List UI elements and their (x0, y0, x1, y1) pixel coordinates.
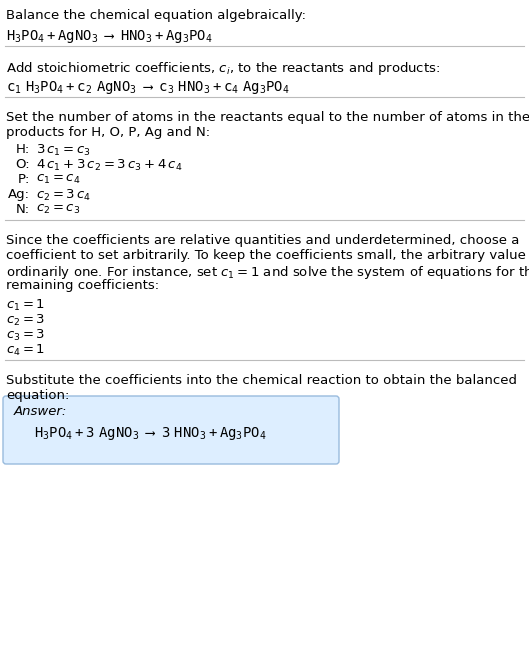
Text: Since the coefficients are relative quantities and underdetermined, choose a: Since the coefficients are relative quan… (6, 234, 519, 247)
Text: $c_2 = 3$: $c_2 = 3$ (6, 313, 45, 328)
Text: $c_2 = c_3$: $c_2 = c_3$ (36, 203, 80, 216)
Text: Add stoichiometric coefficients, $c_i$, to the reactants and products:: Add stoichiometric coefficients, $c_i$, … (6, 60, 440, 77)
Text: $\mathregular{H_3PO_4 + AgNO_3 \ \longrightarrow \ HNO_3 + Ag_3PO_4}$: $\mathregular{H_3PO_4 + AgNO_3 \ \longri… (6, 28, 213, 45)
Text: $c_1 = 1$: $c_1 = 1$ (6, 298, 45, 313)
Text: $3\,c_1 = c_3$: $3\,c_1 = c_3$ (36, 143, 91, 158)
Text: Set the number of atoms in the reactants equal to the number of atoms in the: Set the number of atoms in the reactants… (6, 111, 529, 124)
Text: $\mathregular{H_3PO_4 + 3\ AgNO_3 \ \longrightarrow \ 3\ HNO_3 + Ag_3PO_4}$: $\mathregular{H_3PO_4 + 3\ AgNO_3 \ \lon… (34, 425, 267, 442)
Text: $\mathregular{c_1\ H_3PO_4 + c_2\ AgNO_3 \ \longrightarrow \ c_3\ HNO_3 + c_4\ A: $\mathregular{c_1\ H_3PO_4 + c_2\ AgNO_3… (6, 79, 290, 96)
Text: $c_3 = 3$: $c_3 = 3$ (6, 328, 45, 343)
Text: equation:: equation: (6, 389, 69, 402)
Text: Balance the chemical equation algebraically:: Balance the chemical equation algebraica… (6, 9, 306, 22)
Text: Answer:: Answer: (14, 405, 67, 418)
Text: Substitute the coefficients into the chemical reaction to obtain the balanced: Substitute the coefficients into the che… (6, 374, 517, 387)
Text: Ag:: Ag: (8, 188, 30, 201)
Text: ordinarily one. For instance, set $c_1 = 1$ and solve the system of equations fo: ordinarily one. For instance, set $c_1 =… (6, 264, 529, 281)
Text: H:: H: (16, 143, 30, 156)
FancyBboxPatch shape (3, 396, 339, 464)
Text: coefficient to set arbitrarily. To keep the coefficients small, the arbitrary va: coefficient to set arbitrarily. To keep … (6, 249, 529, 262)
Text: O:: O: (15, 158, 30, 171)
Text: products for H, O, P, Ag and N:: products for H, O, P, Ag and N: (6, 126, 210, 139)
Text: $4\,c_1 + 3\,c_2 = 3\,c_3 + 4\,c_4$: $4\,c_1 + 3\,c_2 = 3\,c_3 + 4\,c_4$ (36, 158, 183, 173)
Text: $c_2 = 3\,c_4$: $c_2 = 3\,c_4$ (36, 188, 91, 203)
Text: remaining coefficients:: remaining coefficients: (6, 279, 159, 292)
Text: N:: N: (16, 203, 30, 216)
Text: $c_4 = 1$: $c_4 = 1$ (6, 343, 45, 358)
Text: P:: P: (17, 173, 30, 186)
Text: $c_1 = c_4$: $c_1 = c_4$ (36, 173, 80, 186)
